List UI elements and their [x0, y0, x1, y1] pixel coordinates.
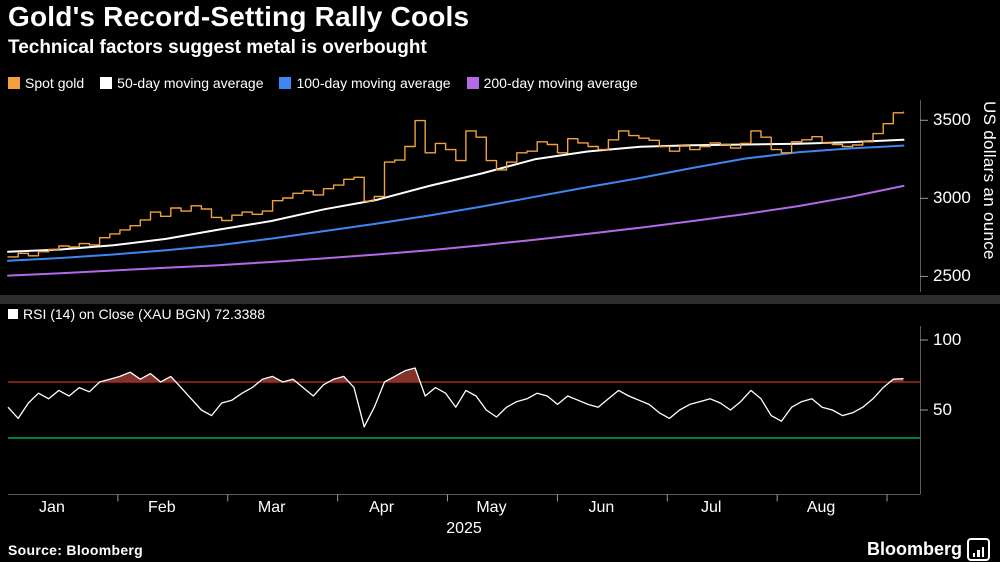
- source-attribution: Source: Bloomberg: [8, 542, 144, 558]
- x-axis-month-label: Aug: [806, 499, 836, 516]
- rsi-legend-marker: [8, 309, 18, 319]
- y-axis-tick-label: 2500: [933, 266, 971, 286]
- rsi-axis-tick-label: 100: [933, 330, 962, 349]
- legend-swatch: [466, 77, 479, 89]
- legend-swatch: [100, 77, 113, 89]
- x-axis-month-label: Feb: [148, 499, 176, 516]
- x-axis-month-label: Apr: [369, 499, 395, 516]
- x-axis-month-label: Jan: [39, 499, 65, 516]
- legend-item: 100-day moving average: [279, 75, 451, 91]
- x-axis-month-label: Jul: [700, 499, 722, 516]
- x-axis-month-label: Mar: [257, 499, 286, 516]
- x-axis-year-label: 2025: [446, 520, 482, 537]
- x-axis-month-label: Jun: [588, 499, 615, 516]
- y-axis-tick-label: 3000: [933, 188, 971, 208]
- rsi-legend-label: RSI (14) on Close (XAU BGN) 72.3388: [23, 306, 265, 322]
- legend-label: 100-day moving average: [296, 75, 451, 91]
- bloomberg-logo-icon: [967, 538, 990, 561]
- rsi-axis-tick-label: 50: [933, 400, 952, 419]
- main-chart-legend: Spot gold 50-day moving average 100-day mo…: [8, 75, 638, 91]
- panel-separator: [0, 295, 1000, 304]
- legend-swatch: [279, 77, 292, 89]
- y-axis-tick-label: 3500: [933, 110, 971, 130]
- legend-item: 200-day moving average: [466, 75, 638, 91]
- rsi-legend: RSI (14) on Close (XAU BGN) 72.3388: [8, 306, 265, 322]
- page-subtitle: Technical factors suggest metal is overb…: [8, 37, 427, 58]
- legend-label: 50-day moving average: [117, 75, 264, 91]
- y-axis-title: US dollars an ounce: [980, 101, 999, 260]
- legend-swatch: [8, 77, 20, 89]
- bloomberg-brand-label: Bloomberg: [866, 539, 962, 559]
- legend-label: Spot gold: [25, 75, 85, 91]
- legend-label: 200-day moving average: [483, 75, 638, 91]
- bloomberg-brand: Bloomberg: [867, 538, 990, 561]
- x-axis-month-label: May: [476, 499, 507, 516]
- legend-item: Spot gold: [8, 75, 84, 91]
- page-title: Gold's Record-Setting Rally Cools: [8, 1, 470, 32]
- legend-item: 50-day moving average: [100, 75, 263, 91]
